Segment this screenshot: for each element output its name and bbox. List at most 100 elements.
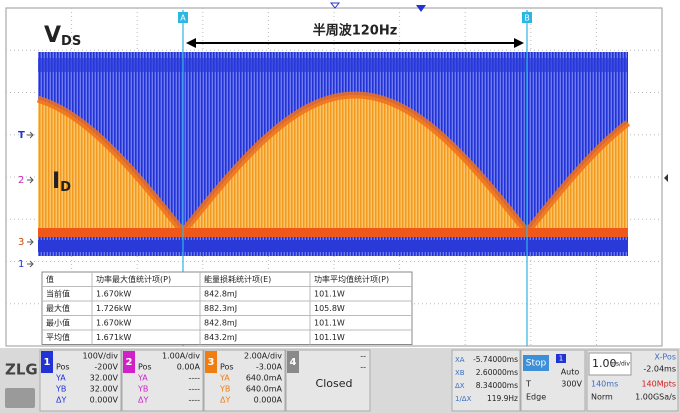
channel-row-label: YB bbox=[137, 385, 148, 394]
cursor-panel bbox=[451, 349, 521, 412]
cursor-value: -5.74000ms bbox=[473, 355, 518, 364]
timebase-scale: 1.00 bbox=[592, 357, 617, 370]
channel-row-label: YA bbox=[55, 374, 66, 383]
channel-row-label: ΔY bbox=[220, 396, 230, 405]
table-cell: 101.1W bbox=[314, 333, 345, 342]
table-cell: 1.671kW bbox=[96, 333, 132, 342]
trigger-mode: Auto bbox=[561, 368, 580, 377]
xpos-label: X-Pos bbox=[654, 353, 676, 362]
stats-table: 值 功率最大值统计项(P) 能量损耗统计项(E) 功率平均值统计项(P) 当前值 1.67… bbox=[41, 271, 413, 345]
span-label: 半周波120Hz bbox=[313, 23, 398, 39]
table-cell: 842.8mJ bbox=[204, 289, 237, 298]
xpos-marker bbox=[416, 5, 426, 12]
id-main: I bbox=[52, 169, 60, 194]
cursor-b-label: B bbox=[524, 14, 530, 23]
table-cell: 842.8mJ bbox=[204, 318, 237, 327]
channel-row-value: ---- bbox=[188, 374, 200, 383]
channel-row-value: 0.000A bbox=[254, 396, 283, 405]
channel-panel[interactable] bbox=[285, 349, 371, 412]
timebase-box bbox=[588, 352, 632, 376]
trigger-type-label: T bbox=[525, 380, 531, 389]
channel-num-box bbox=[205, 351, 217, 373]
channel-row-label: Pos bbox=[56, 363, 70, 372]
channel-row-value: 32.00V bbox=[90, 385, 119, 394]
channel-state: Closed bbox=[316, 377, 353, 390]
vds-label: VDS bbox=[44, 23, 81, 49]
channel-num: 2 bbox=[126, 357, 133, 368]
table-header: 功率平均值统计项(P) bbox=[314, 274, 389, 284]
trigger-level-marker: T bbox=[18, 130, 25, 141]
channel-row-value: 0.000V bbox=[90, 396, 119, 405]
trigger-level: 300V bbox=[561, 380, 582, 389]
logo: ZLG bbox=[5, 361, 38, 379]
table-cell: 当前值 bbox=[46, 288, 70, 298]
logo-icons bbox=[5, 388, 35, 408]
channel-num: 4 bbox=[290, 357, 297, 368]
table-cell: 最大值 bbox=[46, 303, 70, 313]
stop-box[interactable] bbox=[523, 355, 549, 371]
channel-row-label: ΔY bbox=[138, 396, 148, 405]
timebase-unit: ms/div bbox=[610, 361, 630, 368]
cursor-label: XB bbox=[455, 369, 465, 377]
channel-scale: 1.00A/div bbox=[162, 352, 200, 361]
acq-mode: Norm bbox=[591, 393, 613, 402]
channel-num: 3 bbox=[208, 357, 215, 368]
channel-row-value: -- bbox=[360, 363, 366, 372]
vds-sub: DS bbox=[61, 34, 81, 49]
channel-row-value: ---- bbox=[188, 385, 200, 394]
table-cell: 105.8W bbox=[314, 304, 345, 313]
trigger-pos-marker bbox=[329, 2, 341, 9]
cursor-value: 119.9Hz bbox=[487, 394, 518, 403]
cursor-a-box bbox=[178, 12, 188, 23]
trigger-edge: Edge bbox=[526, 393, 546, 402]
sample-rate: 1.00GSa/s bbox=[635, 393, 676, 402]
trigger-source: 1 bbox=[559, 355, 563, 363]
channel-row-value: -200V bbox=[94, 363, 118, 372]
vds-main: V bbox=[44, 23, 61, 48]
table-cell: 882.3mJ bbox=[204, 304, 237, 313]
channel-num: 1 bbox=[44, 357, 51, 368]
cursor-value: 2.60000ms bbox=[476, 368, 518, 377]
record-length: 140ms bbox=[591, 380, 618, 389]
channel-row-label: ΔY bbox=[56, 396, 66, 405]
ch1-bottom-band bbox=[38, 240, 628, 252]
ch3-envelope-fill bbox=[38, 95, 628, 232]
cursor-label: XA bbox=[455, 356, 465, 364]
channel-row-value: ---- bbox=[188, 396, 200, 405]
channel-row-label: Pos bbox=[220, 363, 234, 372]
channel-panel[interactable] bbox=[203, 349, 286, 412]
table-header: 能量损耗统计项(E) bbox=[204, 274, 271, 284]
channel-row-value: 640.0mA bbox=[246, 374, 283, 383]
channel-row-label: YB bbox=[55, 385, 66, 394]
table-header: 值 bbox=[46, 274, 54, 284]
channel-row-label: Pos bbox=[138, 363, 152, 372]
channel-row-value: 640.0mA bbox=[246, 385, 283, 394]
record-points: 140Mpts bbox=[641, 380, 676, 389]
channel-row-label: YA bbox=[137, 374, 148, 383]
table-header: 功率最大值统计项(P) bbox=[96, 274, 171, 284]
cursor-label: ΔX bbox=[455, 382, 465, 390]
ch3-baseline bbox=[38, 228, 628, 237]
id-sub: D bbox=[60, 180, 71, 195]
table-cell: 1.670kW bbox=[96, 289, 132, 298]
channel-row-value: 32.00V bbox=[90, 374, 119, 383]
channel-panel[interactable] bbox=[121, 349, 204, 412]
cursor-b-box bbox=[522, 12, 532, 23]
cursor-label: 1/ΔX bbox=[455, 395, 472, 403]
channel-panel[interactable] bbox=[39, 349, 122, 412]
cursor-value: 8.34000ms bbox=[476, 381, 518, 390]
side-menu-arrow[interactable] bbox=[664, 174, 668, 182]
status-items: ZLG 1 100V/div Pos -200V YA 32.00V YB 32.00V ΔY 0.… bbox=[5, 349, 679, 412]
table-cell: 1.670kW bbox=[96, 318, 132, 327]
channel-scale: 100V/div bbox=[83, 352, 119, 361]
table-cell: 平均值 bbox=[46, 332, 70, 342]
table-cell: 843.2mJ bbox=[204, 333, 237, 342]
channel-row-value: -3.00A bbox=[256, 363, 283, 372]
run-state: Stop bbox=[526, 359, 547, 369]
channel-row-label: YB bbox=[219, 385, 230, 394]
ch3-marker: 3 bbox=[18, 237, 24, 248]
cursor-a-label: A bbox=[180, 14, 186, 23]
trigger-source-box bbox=[556, 354, 566, 363]
channel-row-value: -- bbox=[360, 352, 366, 361]
